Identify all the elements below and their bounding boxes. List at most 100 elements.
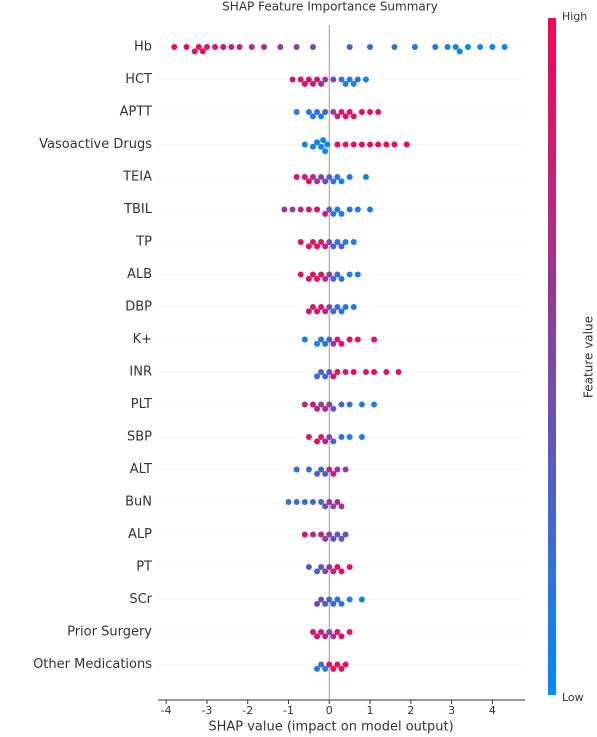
shap-point (326, 369, 333, 375)
shap-point (346, 44, 353, 50)
shap-point (342, 466, 349, 473)
shap-point (342, 113, 349, 120)
shap-point (330, 438, 337, 445)
feature-label: Hb (134, 40, 152, 55)
shap-point (375, 141, 382, 148)
shap-point (248, 44, 255, 50)
shap-point (318, 174, 325, 180)
shap-point (314, 243, 321, 250)
shap-point (346, 109, 353, 115)
shap-point (334, 141, 341, 148)
shap-point (318, 466, 325, 473)
shap-point (354, 206, 361, 213)
shap-point (314, 438, 321, 445)
shap-point (309, 80, 316, 87)
shap-point (358, 596, 365, 603)
shap-point (318, 80, 325, 87)
shap-point (309, 401, 316, 408)
shap-point (432, 44, 439, 50)
shap-point (293, 109, 300, 115)
shap-point (367, 44, 374, 50)
feature-label: ALT (130, 462, 152, 477)
shap-point (314, 340, 321, 347)
shap-point (314, 139, 321, 146)
shap-point (322, 178, 329, 185)
shap-point (371, 336, 378, 343)
shap-point (305, 564, 312, 570)
shap-point (322, 470, 329, 477)
shap-point (301, 80, 308, 87)
shap-point (314, 373, 321, 380)
shap-point (338, 109, 345, 115)
shap-point (330, 308, 337, 315)
x-tick-label: 4 (489, 704, 496, 717)
shap-point (354, 76, 361, 83)
x-tick-label: 0 (326, 704, 333, 717)
shap-point (314, 470, 321, 477)
shap-point (334, 564, 341, 570)
shap-point (318, 564, 325, 570)
shap-point (334, 499, 341, 505)
shap-point (322, 340, 329, 347)
x-tick-label: -1 (283, 704, 294, 717)
colorbar-label: Feature value (582, 316, 596, 398)
shap-point (309, 174, 316, 180)
shap-point (334, 596, 341, 603)
shap-point (324, 141, 331, 148)
shap-point (322, 568, 329, 575)
shap-point (322, 373, 329, 380)
shap-point (289, 76, 296, 83)
feature-label: Other Medications (33, 657, 152, 672)
shap-point (318, 369, 325, 375)
shap-point (305, 109, 312, 115)
shap-point (309, 271, 316, 278)
feature-label: TEIA (122, 170, 152, 185)
shap-point (342, 239, 349, 245)
feature-label: TP (135, 235, 152, 250)
colorbar-high: High (562, 10, 587, 23)
shap-point (318, 596, 325, 603)
shap-point (322, 405, 329, 412)
shap-point (309, 499, 316, 505)
colorbar (548, 18, 556, 695)
feature-label: APTT (120, 105, 152, 120)
shap-point (305, 76, 312, 83)
shap-point (342, 80, 349, 87)
x-axis-label: SHAP value (impact on model output) (208, 720, 453, 735)
shap-point (362, 174, 369, 180)
shap-point (203, 44, 210, 50)
shap-point (191, 48, 198, 55)
x-tick-label: -3 (201, 704, 212, 717)
shap-point (293, 44, 300, 50)
shap-point (330, 470, 337, 477)
shap-point (330, 210, 337, 217)
shap-point (330, 600, 337, 607)
shap-point (326, 401, 333, 408)
shap-point (301, 531, 308, 538)
shap-point (326, 206, 333, 213)
shap-point (318, 304, 325, 310)
shap-point (444, 44, 451, 50)
shap-point (314, 633, 321, 640)
shap-point (309, 304, 316, 310)
shap-point (334, 369, 341, 375)
shap-point (305, 206, 312, 213)
shap-point (318, 629, 325, 635)
shap-point (342, 141, 349, 148)
shap-point (199, 48, 206, 55)
shap-point (346, 434, 353, 440)
shap-point (342, 304, 349, 310)
shap-point (318, 531, 325, 538)
shap-point (330, 535, 337, 542)
shap-point (322, 275, 329, 282)
shap-point (342, 661, 349, 668)
shap-point (383, 141, 390, 148)
shap-point (322, 665, 329, 672)
shap-point (334, 304, 341, 310)
shap-point (318, 434, 325, 440)
colorbar-low: Low (562, 691, 584, 704)
shap-point (322, 210, 329, 217)
shap-point (326, 466, 333, 473)
shap-point (318, 239, 325, 245)
